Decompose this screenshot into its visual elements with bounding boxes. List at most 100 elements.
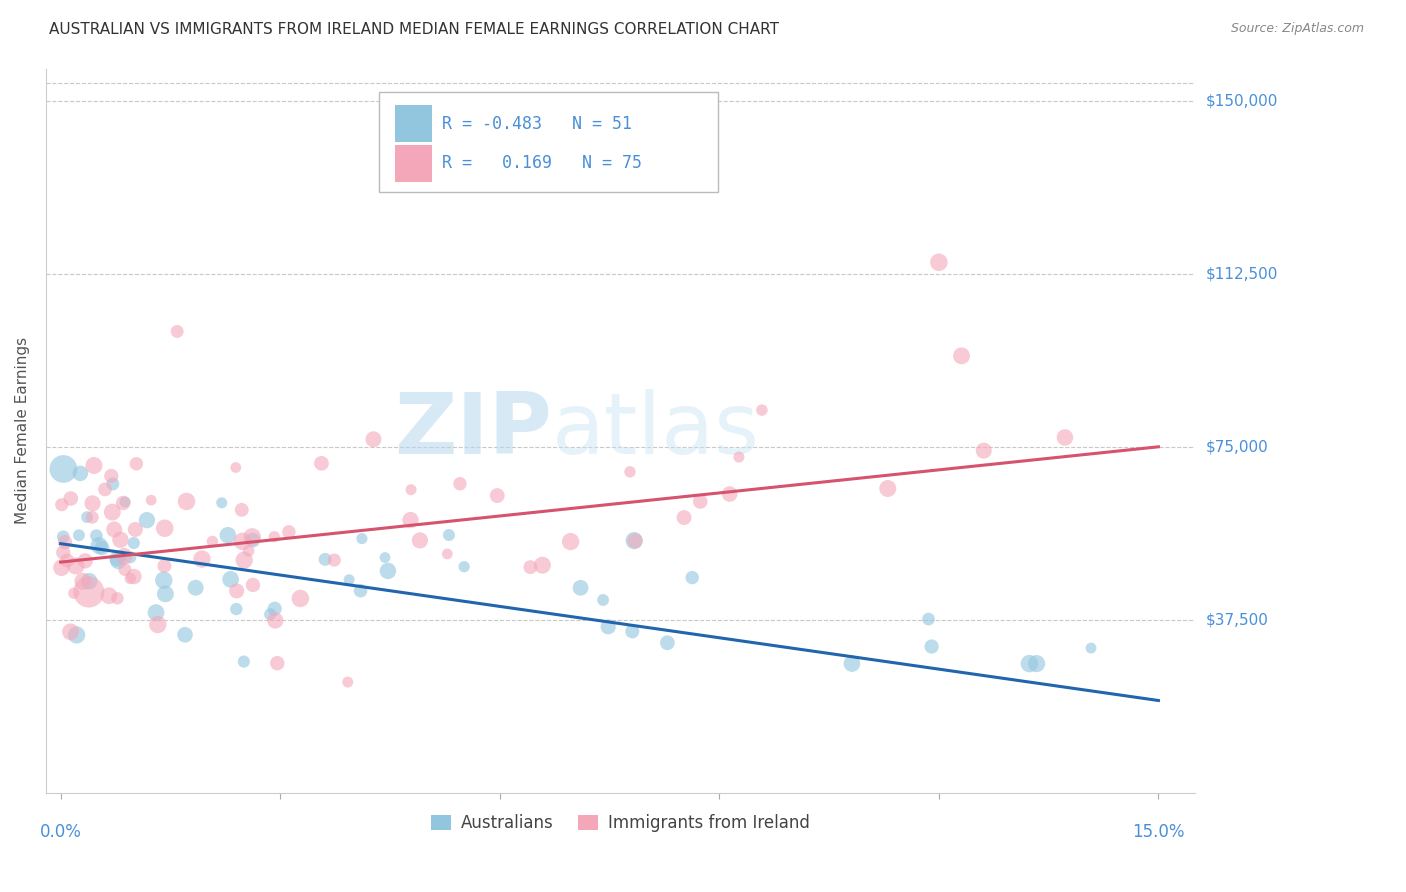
Point — [337, 573, 360, 587]
Point — [110, 533, 132, 547]
Point — [231, 534, 253, 549]
Y-axis label: Median Female Earnings: Median Female Earnings — [15, 337, 30, 524]
Point — [876, 482, 898, 496]
Point — [56, 553, 79, 567]
Point — [232, 655, 254, 669]
Point — [77, 585, 100, 599]
Point — [263, 530, 285, 544]
Point — [122, 536, 145, 550]
Point — [225, 460, 247, 475]
Point — [336, 675, 359, 690]
Text: AUSTRALIAN VS IMMIGRANTS FROM IRELAND MEDIAN FEMALE EARNINGS CORRELATION CHART: AUSTRALIAN VS IMMIGRANTS FROM IRELAND ME… — [49, 22, 779, 37]
Point — [314, 552, 336, 566]
Point — [374, 550, 396, 565]
Point — [201, 534, 224, 549]
Point — [621, 624, 644, 639]
Point — [191, 552, 214, 566]
Point — [103, 523, 125, 537]
Point — [623, 533, 645, 548]
Point — [1025, 657, 1047, 671]
Point — [66, 628, 89, 642]
Point — [238, 544, 260, 558]
Point — [263, 601, 285, 615]
Point — [973, 443, 995, 458]
Point — [87, 539, 110, 553]
Point — [233, 553, 256, 567]
Point — [52, 462, 75, 476]
Point — [107, 591, 129, 606]
Point — [399, 483, 422, 497]
Point — [112, 496, 135, 510]
Point — [519, 560, 541, 574]
Text: Source: ZipAtlas.com: Source: ZipAtlas.com — [1230, 22, 1364, 36]
Point — [152, 573, 174, 587]
Point — [350, 532, 373, 546]
Point — [486, 489, 509, 503]
Point — [349, 583, 371, 598]
Point — [69, 467, 91, 481]
Point — [689, 494, 711, 508]
Point — [211, 496, 233, 510]
Text: $75,000: $75,000 — [1206, 439, 1268, 454]
Point — [436, 547, 458, 561]
Text: $112,500: $112,500 — [1206, 267, 1278, 281]
Text: 15.0%: 15.0% — [1132, 823, 1185, 841]
Point — [673, 510, 696, 524]
Point — [437, 528, 460, 542]
FancyBboxPatch shape — [395, 145, 432, 181]
Text: R = -0.483   N = 51: R = -0.483 N = 51 — [443, 114, 633, 133]
Point — [141, 493, 163, 508]
Point — [231, 503, 253, 517]
Point — [928, 255, 950, 269]
Point — [453, 559, 475, 574]
Point — [184, 581, 207, 595]
Point — [264, 614, 287, 628]
Point — [153, 558, 176, 573]
Point — [82, 496, 104, 510]
Point — [240, 530, 263, 544]
Point — [681, 571, 703, 585]
Point — [124, 523, 146, 537]
Point — [146, 617, 169, 632]
Point — [277, 524, 299, 539]
Point — [135, 513, 157, 527]
Point — [1080, 641, 1102, 656]
Point — [266, 656, 288, 670]
Point — [409, 533, 432, 548]
Point — [94, 483, 117, 497]
Point — [1018, 657, 1040, 671]
Point — [219, 573, 242, 587]
Legend: Australians, Immigrants from Ireland: Australians, Immigrants from Ireland — [425, 807, 817, 838]
Point — [531, 558, 554, 573]
Point — [176, 494, 198, 508]
Point — [145, 606, 167, 620]
Point — [76, 510, 98, 524]
Point — [82, 510, 104, 524]
Point — [657, 636, 679, 650]
Point — [225, 602, 247, 616]
Point — [921, 640, 943, 654]
Point — [114, 562, 136, 576]
Point — [86, 528, 108, 542]
Point — [917, 612, 939, 626]
Point — [259, 607, 281, 622]
Point — [100, 469, 122, 483]
Point — [174, 628, 197, 642]
Text: R =   0.169   N = 75: R = 0.169 N = 75 — [443, 154, 643, 172]
Point — [619, 465, 641, 479]
Point — [1053, 430, 1076, 444]
Point — [598, 620, 620, 634]
Point — [52, 545, 75, 559]
Point — [560, 534, 582, 549]
Point — [728, 450, 751, 464]
Point — [107, 554, 129, 568]
Point — [101, 477, 124, 491]
Point — [718, 487, 741, 501]
Point — [592, 593, 614, 607]
Point — [290, 591, 312, 606]
Point — [166, 325, 188, 339]
Point — [125, 457, 148, 471]
Text: ZIP: ZIP — [394, 389, 551, 472]
Point — [569, 581, 592, 595]
Point — [77, 574, 100, 589]
